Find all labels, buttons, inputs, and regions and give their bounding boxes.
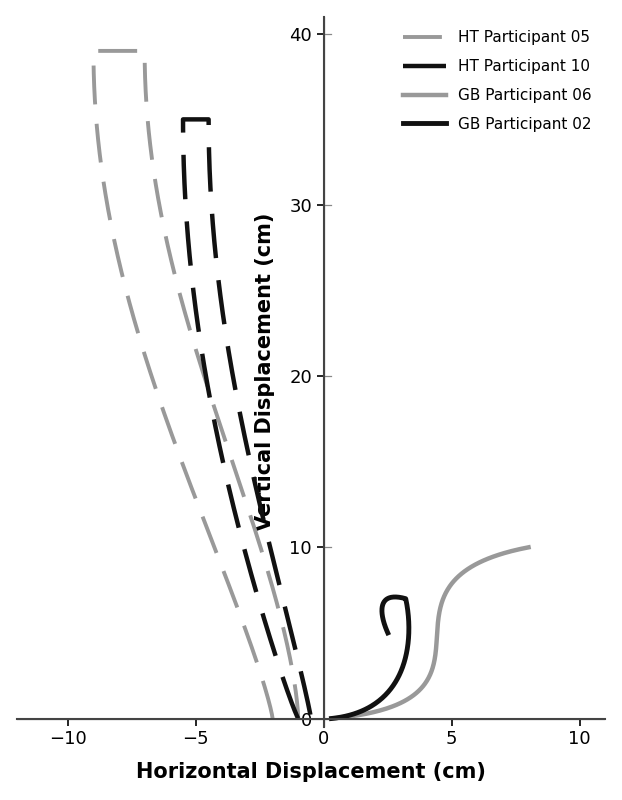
Y-axis label: Vertical Displacement (cm): Vertical Displacement (cm) xyxy=(256,213,276,531)
X-axis label: Horizontal Displacement (cm): Horizontal Displacement (cm) xyxy=(136,762,486,782)
Legend: HT Participant 05, HT Participant 10, GB Participant 06, GB Participant 02: HT Participant 05, HT Participant 10, GB… xyxy=(397,24,598,138)
